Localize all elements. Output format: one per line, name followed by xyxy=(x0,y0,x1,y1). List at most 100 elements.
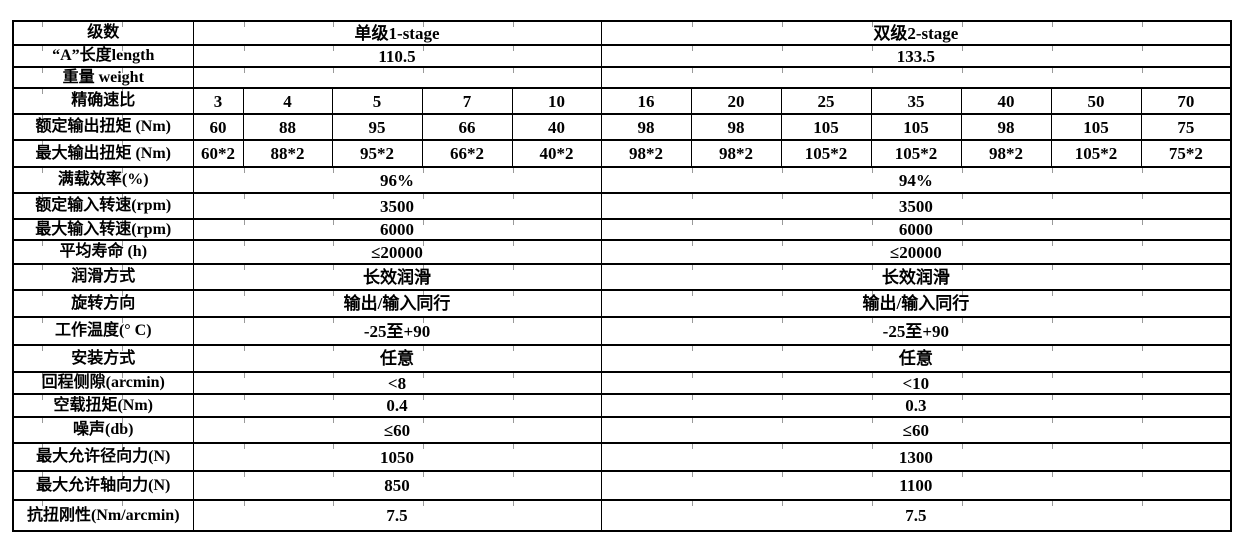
ratio-cell: 40 xyxy=(960,87,1052,115)
row-label-max-axial-force: 最大允许轴向力(N) xyxy=(12,470,194,501)
row-noise: 噪声(db) ≤60 ≤60 xyxy=(12,416,1232,444)
rotation-double-value: 输出/输入同行 xyxy=(600,289,1232,318)
row-max-output-torque: 最大输出扭矩 (Nm) 60*2 88*2 95*2 66*2 40*2 98*… xyxy=(12,139,1232,168)
row-label-weight: 重量 weight xyxy=(12,66,194,89)
rated-torque-cell: 88 xyxy=(242,113,333,141)
row-stages: 级数 单级1-stage 双级2-stage xyxy=(12,20,1232,46)
row-label-mounting: 安装方式 xyxy=(12,344,194,373)
length-single-value: 110.5 xyxy=(192,44,602,68)
rated-torque-cell: 66 xyxy=(421,113,513,141)
row-rated-input-speed: 额定输入转速(rpm) 3500 3500 xyxy=(12,192,1232,220)
rated-torque-cell: 75 xyxy=(1140,113,1232,141)
row-torsional-rigidity: 抗扭刚性(Nm/arcmin) 7.5 7.5 xyxy=(12,499,1232,532)
row-ratio: 精确速比 3 4 5 7 10 16 20 25 35 40 50 70 xyxy=(12,87,1232,115)
rated-torque-cell: 95 xyxy=(331,113,423,141)
max-torque-cell: 105*2 xyxy=(780,139,872,168)
rated-torque-cell: 98 xyxy=(960,113,1052,141)
row-label-length: “A”长度length xyxy=(12,44,194,68)
mounting-double-value: 任意 xyxy=(600,344,1232,373)
row-label-service-life: 平均寿命 (h) xyxy=(12,239,194,265)
rotation-single-value: 输出/输入同行 xyxy=(192,289,602,318)
row-label-backlash: 回程侧隙(arcmin) xyxy=(12,371,194,395)
max-input-speed-single-value: 6000 xyxy=(192,218,602,241)
backlash-double-value: <10 xyxy=(600,371,1232,395)
noload-torque-double-value: 0.3 xyxy=(600,393,1232,418)
row-noload-torque: 空载扭矩(Nm) 0.4 0.3 xyxy=(12,393,1232,418)
noise-double-value: ≤60 xyxy=(600,416,1232,444)
max-torque-cell: 105*2 xyxy=(870,139,962,168)
max-torque-cell: 105*2 xyxy=(1050,139,1142,168)
noise-single-value: ≤60 xyxy=(192,416,602,444)
torsional-rigidity-double-value: 7.5 xyxy=(600,499,1232,532)
length-double-value: 133.5 xyxy=(600,44,1232,68)
row-label-ratio: 精确速比 xyxy=(12,87,194,115)
radial-force-double-value: 1300 xyxy=(600,442,1232,472)
axial-force-double-value: 1100 xyxy=(600,470,1232,501)
mounting-single-value: 任意 xyxy=(192,344,602,373)
row-label-rotation-direction: 旋转方向 xyxy=(12,289,194,318)
ratio-cell: 10 xyxy=(511,87,602,115)
double-stage-header: 双级2-stage xyxy=(600,20,1232,46)
ratio-cell: 70 xyxy=(1140,87,1232,115)
ratio-cell: 35 xyxy=(870,87,962,115)
weight-single-value xyxy=(192,66,602,89)
row-label-max-output-torque: 最大输出扭矩 (Nm) xyxy=(12,139,194,168)
row-rotation-direction: 旋转方向 输出/输入同行 输出/输入同行 xyxy=(12,289,1232,318)
rated-input-speed-single-value: 3500 xyxy=(192,192,602,220)
row-label-torsional-rigidity: 抗扭刚性(Nm/arcmin) xyxy=(12,499,194,532)
row-label-efficiency: 满载效率(%) xyxy=(12,166,194,194)
ratio-cell: 16 xyxy=(600,87,692,115)
ratio-cell: 7 xyxy=(421,87,513,115)
row-label-stages: 级数 xyxy=(12,20,194,46)
row-label-rated-output-torque: 额定输出扭矩 (Nm) xyxy=(12,113,194,141)
row-label-rated-input-speed: 额定输入转速(rpm) xyxy=(12,192,194,220)
row-backlash: 回程侧隙(arcmin) <8 <10 xyxy=(12,371,1232,395)
rated-torque-cell: 98 xyxy=(690,113,782,141)
row-label-operating-temperature: 工作温度(° C) xyxy=(12,316,194,346)
rated-torque-cell: 105 xyxy=(870,113,962,141)
max-torque-cell: 98*2 xyxy=(690,139,782,168)
row-max-input-speed: 最大输入转速(rpm) 6000 6000 xyxy=(12,218,1232,241)
max-torque-cell: 40*2 xyxy=(511,139,602,168)
rated-torque-cell: 60 xyxy=(192,113,244,141)
max-torque-cell: 98*2 xyxy=(960,139,1052,168)
row-lubrication: 润滑方式 长效润滑 长效润滑 xyxy=(12,263,1232,291)
backlash-single-value: <8 xyxy=(192,371,602,395)
temperature-single-value: -25至+90 xyxy=(192,316,602,346)
ratio-cell: 25 xyxy=(780,87,872,115)
row-label-noload-torque: 空载扭矩(Nm) xyxy=(12,393,194,418)
rated-input-speed-double-value: 3500 xyxy=(600,192,1232,220)
row-label-max-radial-force: 最大允许径向力(N) xyxy=(12,442,194,472)
row-length: “A”长度length 110.5 133.5 xyxy=(12,44,1232,68)
row-max-axial-force: 最大允许轴向力(N) 850 1100 xyxy=(12,470,1232,501)
row-weight: 重量 weight xyxy=(12,66,1232,89)
rated-torque-cell: 105 xyxy=(780,113,872,141)
row-efficiency: 满载效率(%) 96% 94% xyxy=(12,166,1232,194)
max-input-speed-double-value: 6000 xyxy=(600,218,1232,241)
row-service-life: 平均寿命 (h) ≤20000 ≤20000 xyxy=(12,239,1232,265)
row-operating-temperature: 工作温度(° C) -25至+90 -25至+90 xyxy=(12,316,1232,346)
temperature-double-value: -25至+90 xyxy=(600,316,1232,346)
max-torque-cell: 66*2 xyxy=(421,139,513,168)
max-torque-cell: 98*2 xyxy=(600,139,692,168)
noload-torque-single-value: 0.4 xyxy=(192,393,602,418)
ratio-cell: 50 xyxy=(1050,87,1142,115)
row-label-lubrication: 润滑方式 xyxy=(12,263,194,291)
axial-force-single-value: 850 xyxy=(192,470,602,501)
service-life-double-value: ≤20000 xyxy=(600,239,1232,265)
spec-table: 级数 单级1-stage 双级2-stage “A”长度length 110.5… xyxy=(12,20,1233,532)
rated-torque-cell: 40 xyxy=(511,113,602,141)
rated-torque-cell: 98 xyxy=(600,113,692,141)
row-label-noise: 噪声(db) xyxy=(12,416,194,444)
ratio-cell: 20 xyxy=(690,87,782,115)
max-torque-cell: 88*2 xyxy=(242,139,333,168)
torsional-rigidity-single-value: 7.5 xyxy=(192,499,602,532)
row-mounting: 安装方式 任意 任意 xyxy=(12,344,1232,373)
lubrication-single-value: 长效润滑 xyxy=(192,263,602,291)
ratio-cell: 4 xyxy=(242,87,333,115)
rated-torque-cell: 105 xyxy=(1050,113,1142,141)
single-stage-header: 单级1-stage xyxy=(192,20,602,46)
max-torque-cell: 95*2 xyxy=(331,139,423,168)
max-torque-cell: 75*2 xyxy=(1140,139,1232,168)
